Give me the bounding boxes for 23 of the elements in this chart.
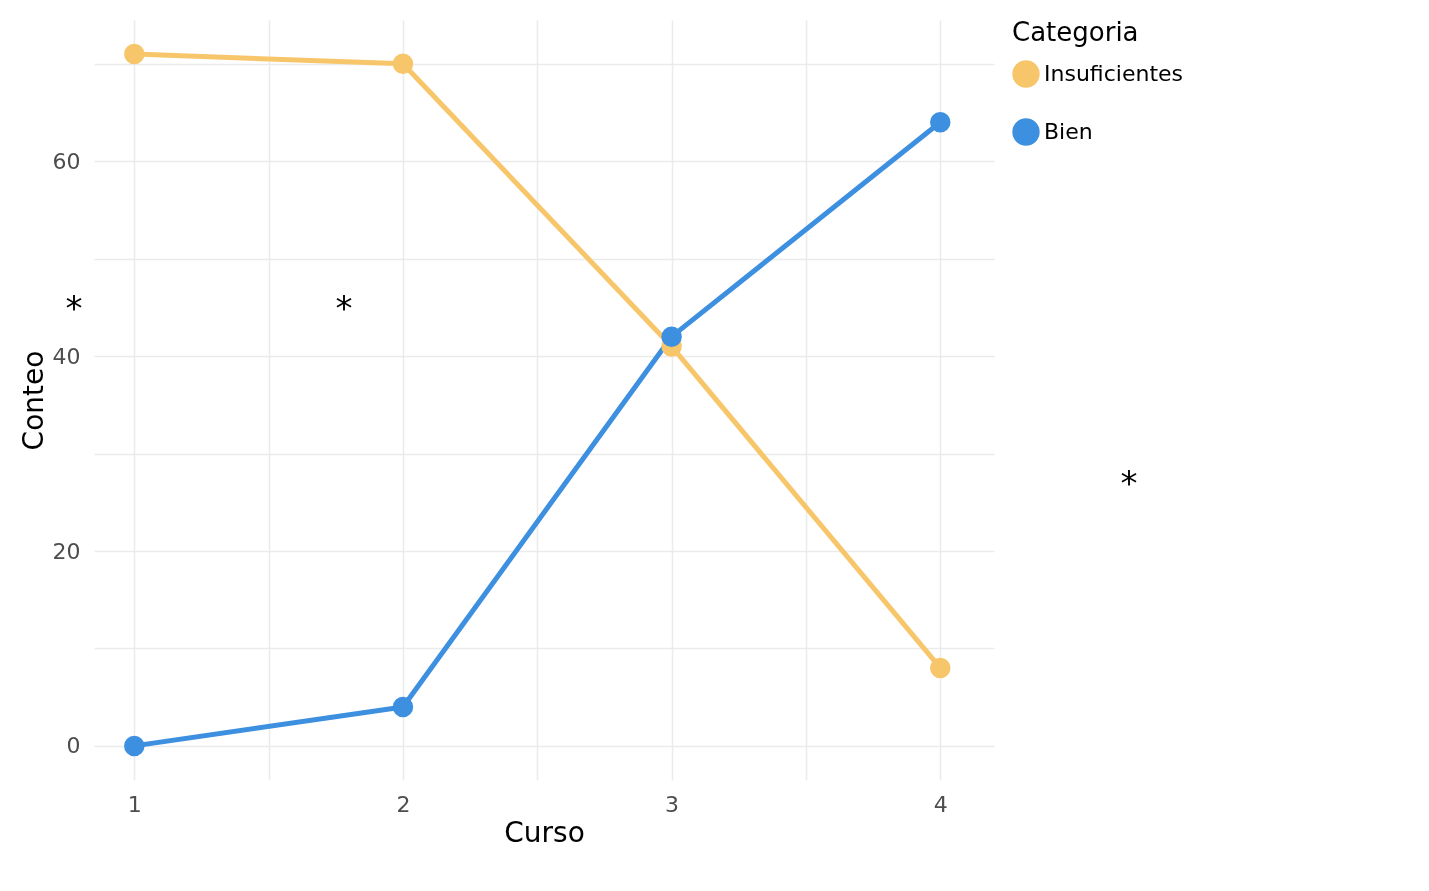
point [930,657,951,679]
x-tick-label: 2 [396,791,411,817]
legend-label: Insuficientes [1044,61,1184,86]
y-axis-title: Conteo [16,350,50,451]
y-tick-label: 20 [52,538,81,564]
annotation: * [335,288,353,328]
text: * [1120,463,1138,503]
point [124,43,145,65]
point [930,112,951,133]
x-tick-label: 1 [127,791,142,817]
x-tick-label: 4 [933,791,948,817]
point [661,326,682,347]
x-axis-title: Curso [504,815,585,849]
x-tick-label: 3 [665,791,680,817]
y-tick-label: 60 [52,148,81,174]
legend-label: Bien [1044,119,1093,144]
y-tick-label: 0 [66,733,81,759]
y-tick-label: 40 [52,343,81,369]
legend-title: Categoria [1012,17,1139,47]
point [124,735,145,757]
point [392,696,414,718]
point [392,53,414,75]
text: * [65,288,83,328]
